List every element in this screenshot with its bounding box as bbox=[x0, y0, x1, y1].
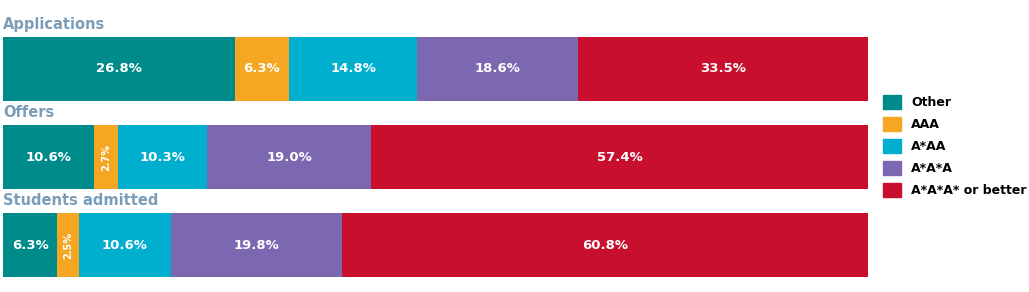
Text: 10.3%: 10.3% bbox=[139, 150, 185, 164]
Text: 26.8%: 26.8% bbox=[96, 62, 142, 75]
Bar bbox=[3, 125, 95, 189]
Text: 10.6%: 10.6% bbox=[26, 150, 72, 164]
Text: 33.5%: 33.5% bbox=[700, 62, 746, 75]
Bar bbox=[235, 37, 289, 101]
Bar bbox=[342, 213, 867, 277]
Bar bbox=[79, 213, 171, 277]
Text: 10.6%: 10.6% bbox=[102, 239, 148, 252]
Text: 19.8%: 19.8% bbox=[234, 239, 279, 252]
Bar bbox=[578, 37, 867, 101]
Text: 60.8%: 60.8% bbox=[581, 239, 628, 252]
Text: 2.7%: 2.7% bbox=[101, 143, 111, 171]
Text: 18.6%: 18.6% bbox=[474, 62, 521, 75]
Bar bbox=[207, 125, 371, 189]
Text: Applications: Applications bbox=[3, 17, 105, 32]
Bar bbox=[371, 125, 867, 189]
Bar bbox=[3, 37, 235, 101]
Text: 57.4%: 57.4% bbox=[597, 150, 642, 164]
Bar bbox=[417, 37, 578, 101]
Legend: Other, AAA, A*AA, A*A*A, A*A*A* or better: Other, AAA, A*AA, A*A*A, A*A*A* or bette… bbox=[883, 95, 1027, 197]
Bar bbox=[289, 37, 417, 101]
Text: 14.8%: 14.8% bbox=[330, 62, 376, 75]
Bar bbox=[117, 125, 207, 189]
Text: Offers: Offers bbox=[3, 105, 55, 120]
Bar bbox=[58, 213, 79, 277]
Bar bbox=[95, 125, 117, 189]
Text: 6.3%: 6.3% bbox=[244, 62, 280, 75]
Bar bbox=[171, 213, 342, 277]
Text: Students admitted: Students admitted bbox=[3, 193, 158, 208]
Text: 2.5%: 2.5% bbox=[63, 232, 73, 259]
Bar bbox=[3, 213, 58, 277]
Text: 6.3%: 6.3% bbox=[11, 239, 48, 252]
Text: 19.0%: 19.0% bbox=[267, 150, 312, 164]
